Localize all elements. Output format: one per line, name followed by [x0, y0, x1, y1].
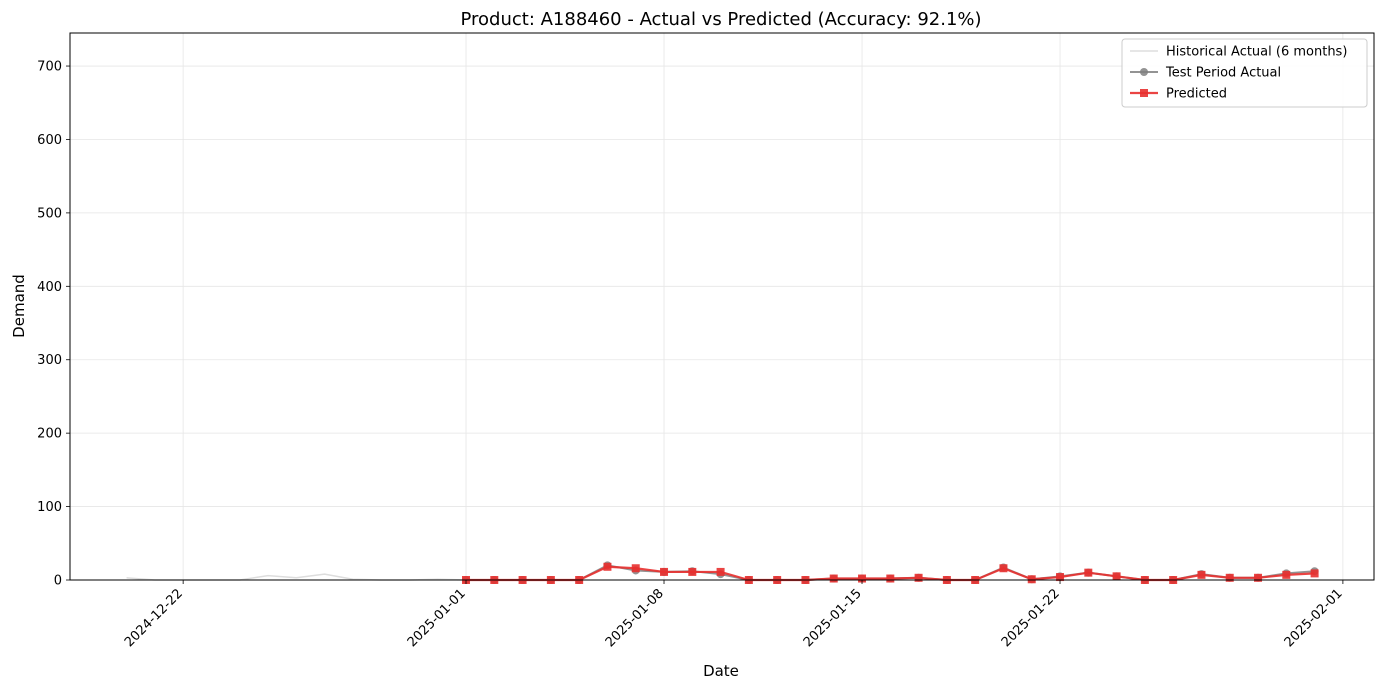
ticks: 0 100 200 300 400 500 600 700 2024-12-22 2025-01-…	[37, 60, 1346, 651]
legend-label-historical: Historical Actual (6 months)	[1166, 45, 1347, 60]
series-historical	[126, 573, 467, 581]
x-tick-label: 2025-01-22	[999, 586, 1063, 650]
data-point-predicted	[858, 574, 867, 583]
series-layer	[126, 561, 1319, 584]
data-point-predicted	[999, 564, 1008, 573]
data-point-predicted	[914, 573, 923, 582]
data-point-predicted	[1282, 570, 1291, 579]
y-tick-label: 600	[37, 133, 62, 148]
data-point-predicted	[1027, 575, 1036, 584]
data-point-predicted	[1084, 568, 1093, 577]
data-point-predicted	[1056, 573, 1065, 582]
legend-label-predicted: Predicted	[1166, 87, 1227, 102]
data-point-predicted	[716, 567, 725, 576]
y-tick-label: 200	[37, 427, 62, 442]
data-point-predicted	[1254, 573, 1263, 582]
x-tick-label: 2025-01-15	[801, 586, 865, 650]
data-point-predicted	[603, 562, 612, 571]
data-point-predicted	[1225, 573, 1234, 582]
data-point-predicted	[1112, 572, 1121, 581]
legend-box	[1121, 38, 1368, 108]
plot-frame	[69, 32, 1375, 581]
x-tick-label: 2025-01-01	[405, 586, 469, 650]
legend-marker-test-actual	[1140, 68, 1148, 76]
data-point-predicted	[829, 574, 838, 583]
data-point-predicted	[1310, 569, 1319, 578]
legend-marker-predicted	[1140, 89, 1148, 97]
x-tick-label: 2024-12-22	[122, 586, 186, 650]
data-point-predicted	[688, 567, 697, 576]
legend: Historical Actual (6 months) Test Period …	[1121, 38, 1368, 108]
x-tick-label: 2025-01-08	[603, 586, 667, 650]
data-point-predicted	[660, 567, 669, 576]
x-tick-label: 2025-02-01	[1282, 586, 1346, 650]
x-axis-label: Date	[703, 662, 739, 680]
data-point-predicted	[1197, 570, 1206, 579]
grid	[70, 33, 1374, 581]
y-tick-label: 300	[37, 353, 62, 368]
y-tick-label: 400	[37, 280, 62, 295]
legend-label-test-actual: Test Period Actual	[1165, 66, 1281, 81]
y-axis-label: Demand	[10, 274, 28, 338]
y-tick-label: 700	[37, 60, 62, 75]
data-point-predicted	[886, 574, 895, 583]
series-line-historical	[126, 573, 467, 581]
y-tick-label: 500	[37, 206, 62, 221]
data-point-predicted	[631, 564, 640, 573]
y-tick-label: 100	[37, 500, 62, 515]
chart-title: Product: A188460 - Actual vs Predicted (…	[460, 9, 981, 30]
y-tick-label: 0	[54, 574, 62, 589]
